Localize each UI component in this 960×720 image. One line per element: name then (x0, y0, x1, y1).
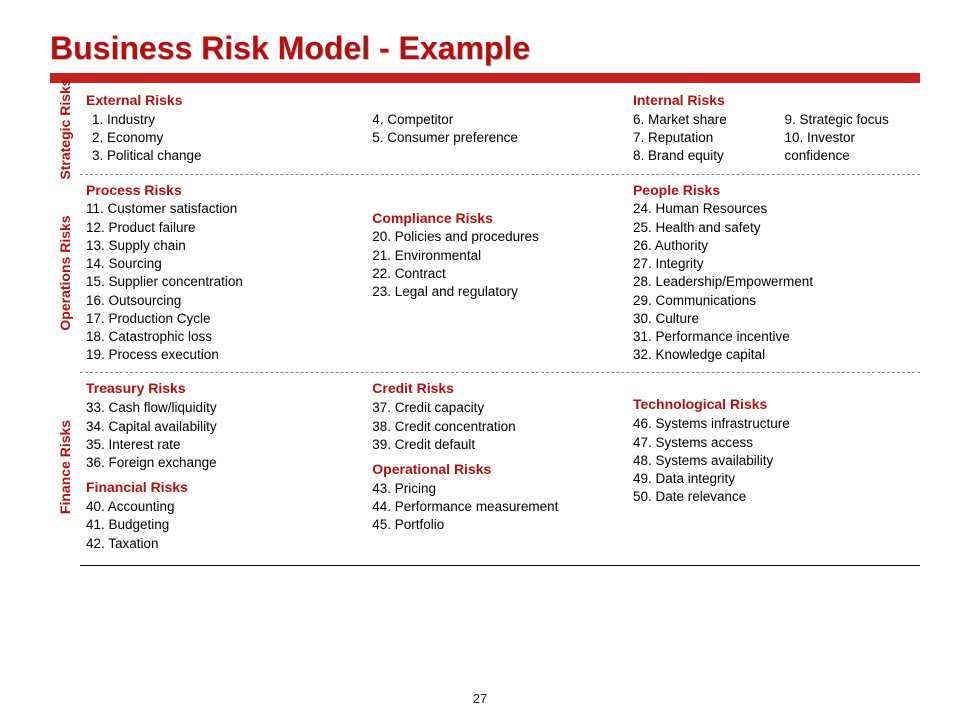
list-item: 3. Political change (92, 147, 354, 165)
list-item: 26. Authority (633, 237, 914, 255)
list-internal-b: 9. Strategic focus10. Investor confidenc… (784, 111, 914, 166)
list-item: 23. Legal and regulatory (372, 283, 615, 301)
heading-financial-risks: Financial Risks (86, 478, 354, 497)
list-item: 40. Accounting (86, 498, 354, 516)
list-item: 17. Production Cycle (86, 310, 354, 328)
divider-1 (80, 174, 920, 175)
list-item: 18. Catastrophic loss (86, 328, 354, 346)
band-strategic: Strategic Risks External Risks 1. Indust… (50, 87, 920, 172)
band-label-operations: Operations Risks (50, 177, 80, 371)
list-item: 44. Performance measurement (372, 498, 615, 516)
list-item: 46. Systems infrastructure (633, 415, 914, 433)
heading-internal-risks: Internal Risks (633, 91, 914, 110)
list-item: 37. Credit capacity (372, 399, 615, 417)
list-item: 24. Human Resources (633, 200, 914, 218)
list-item: 15. Supplier concentration (86, 273, 354, 291)
list-item: 49. Data integrity (633, 470, 914, 488)
heading-treasury-risks: Treasury Risks (86, 379, 354, 398)
slide-title: Business Risk Model - Example (50, 30, 920, 67)
list-item: 14. Sourcing (86, 255, 354, 273)
list-item: 34. Capital availability (86, 418, 354, 436)
list-item: 22. Contract (372, 265, 615, 283)
heading-people-risks: People Risks (633, 181, 914, 200)
list-item: 38. Credit concentration (372, 418, 615, 436)
list-item: 25. Health and safety (633, 219, 914, 237)
heading-credit-risks: Credit Risks (372, 379, 615, 398)
list-item: 30. Culture (633, 310, 914, 328)
list-item: 50. Date relevance (633, 488, 914, 506)
heading-technological-risks: Technological Risks (633, 395, 914, 414)
list-item: 11. Customer satisfaction (86, 200, 354, 218)
list-financial: 40. Accounting41. Budgeting42. Taxation (86, 498, 354, 553)
list-treasury: 33. Cash flow/liquidity34. Capital avail… (86, 399, 354, 472)
list-item: 42. Taxation (86, 535, 354, 553)
bottom-line (80, 565, 920, 566)
list-item: 27. Integrity (633, 255, 914, 273)
band-label-finance: Finance Risks (50, 375, 80, 558)
band-finance: Finance Risks Treasury Risks 33. Cash fl… (50, 375, 920, 558)
title-underline-bar (50, 73, 920, 83)
list-compliance: 20. Policies and procedures21. Environme… (372, 228, 615, 301)
list-item: 5. Consumer preference (372, 129, 615, 147)
list-item: 10. Investor confidence (784, 129, 914, 165)
list-people: 24. Human Resources25. Health and safety… (633, 200, 914, 364)
list-item: 4. Competitor (372, 111, 615, 129)
list-internal-a: 6. Market share7. Reputation8. Brand equ… (633, 111, 763, 166)
list-item: 32. Knowledge capital (633, 346, 914, 364)
list-process: 11. Customer satisfaction12. Product fai… (86, 200, 354, 364)
content-area: Strategic Risks External Risks 1. Indust… (50, 87, 920, 566)
heading-process-risks: Process Risks (86, 181, 354, 200)
list-item: 48. Systems availability (633, 452, 914, 470)
heading-operational-risks: Operational Risks (372, 460, 615, 479)
divider-2 (80, 372, 920, 373)
list-item: 13. Supply chain (86, 237, 354, 255)
band-operations: Operations Risks Process Risks 11. Custo… (50, 177, 920, 371)
heading-compliance-risks: Compliance Risks (372, 209, 615, 228)
list-item: 6. Market share (633, 111, 763, 129)
list-item: 29. Communications (633, 292, 914, 310)
list-item: 1. Industry (92, 111, 354, 129)
band-label-strategic: Strategic Risks (50, 87, 80, 172)
list-credit: 37. Credit capacity38. Credit concentrat… (372, 399, 615, 454)
list-item: 35. Interest rate (86, 436, 354, 454)
list-external-a: 1. Industry2. Economy3. Political change (86, 111, 354, 166)
list-item: 20. Policies and procedures (372, 228, 615, 246)
list-item: 12. Product failure (86, 219, 354, 237)
list-item: 9. Strategic focus (784, 111, 914, 129)
list-item: 19. Process execution (86, 346, 354, 364)
list-item: 41. Budgeting (86, 516, 354, 534)
list-technological: 46. Systems infrastructure47. Systems ac… (633, 415, 914, 506)
list-item: 33. Cash flow/liquidity (86, 399, 354, 417)
list-item: 8. Brand equity (633, 147, 763, 165)
list-item: 7. Reputation (633, 129, 763, 147)
list-item: 31. Performance incentive (633, 328, 914, 346)
list-item: 47. Systems access (633, 434, 914, 452)
heading-external-risks: External Risks (86, 91, 354, 110)
list-item: 28. Leadership/Empowerment (633, 273, 914, 291)
list-item: 2. Economy (92, 129, 354, 147)
list-item: 21. Environmental (372, 247, 615, 265)
list-item: 36. Foreign exchange (86, 454, 354, 472)
list-external-b: 4. Competitor5. Consumer preference (372, 111, 615, 147)
page-number: 27 (473, 691, 487, 706)
list-item: 16. Outsourcing (86, 292, 354, 310)
list-item: 43. Pricing (372, 480, 615, 498)
list-item: 45. Portfolio (372, 516, 615, 534)
list-operational: 43. Pricing44. Performance measurement45… (372, 480, 615, 535)
list-item: 39. Credit default (372, 436, 615, 454)
